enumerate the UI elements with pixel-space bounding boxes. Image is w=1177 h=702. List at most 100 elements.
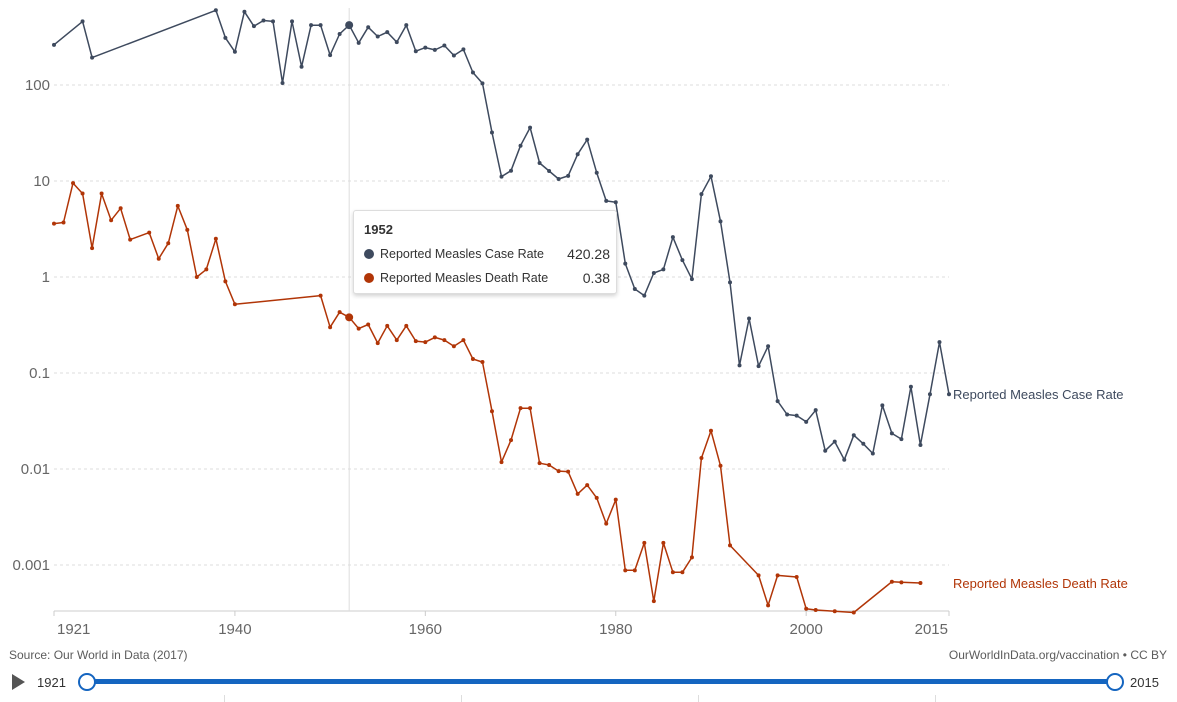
data-point[interactable] — [499, 174, 504, 179]
data-point[interactable] — [566, 173, 571, 178]
data-point[interactable] — [432, 47, 437, 52]
data-point[interactable] — [213, 8, 218, 13]
data-point[interactable] — [499, 460, 504, 465]
data-point[interactable] — [566, 469, 571, 474]
data-point[interactable] — [213, 236, 218, 241]
data-point[interactable] — [251, 24, 256, 29]
data-point[interactable] — [52, 221, 56, 226]
data-point[interactable] — [785, 412, 790, 417]
data-point[interactable] — [861, 441, 866, 446]
data-point[interactable] — [889, 579, 894, 584]
data-point[interactable] — [470, 356, 475, 361]
data-point[interactable] — [328, 53, 333, 58]
series-group[interactable] — [52, 8, 951, 615]
data-point[interactable] — [345, 313, 354, 322]
data-point[interactable] — [823, 448, 828, 453]
data-point[interactable] — [118, 206, 123, 211]
data-point[interactable] — [547, 169, 552, 174]
data-point[interactable] — [242, 9, 247, 14]
data-point[interactable] — [337, 31, 342, 36]
data-point[interactable] — [423, 340, 428, 345]
data-point[interactable] — [345, 21, 354, 30]
data-point[interactable] — [489, 409, 494, 414]
data-point[interactable] — [528, 406, 533, 411]
data-point[interactable] — [318, 23, 323, 28]
data-point[interactable] — [604, 521, 609, 526]
data-point[interactable] — [708, 174, 713, 179]
data-point[interactable] — [794, 574, 799, 579]
data-point[interactable] — [328, 325, 333, 330]
data-point[interactable] — [71, 181, 76, 186]
data-point[interactable] — [394, 40, 399, 45]
data-point[interactable] — [670, 235, 675, 240]
timeline-track[interactable] — [86, 679, 1114, 684]
data-point[interactable] — [832, 439, 837, 444]
data-point[interactable] — [509, 168, 514, 173]
data-point[interactable] — [385, 30, 390, 35]
data-point[interactable] — [451, 53, 456, 58]
data-point[interactable] — [661, 267, 666, 272]
data-point[interactable] — [927, 392, 932, 397]
data-point[interactable] — [632, 286, 637, 291]
data-point[interactable] — [918, 442, 923, 447]
series-line[interactable] — [53, 182, 921, 614]
data-point[interactable] — [718, 219, 723, 224]
data-point[interactable] — [632, 568, 637, 573]
data-point[interactable] — [80, 191, 85, 196]
data-point[interactable] — [661, 540, 666, 545]
data-point[interactable] — [756, 364, 761, 369]
data-point[interactable] — [851, 610, 856, 615]
data-point[interactable] — [442, 338, 447, 343]
data-point[interactable] — [489, 130, 494, 135]
data-point[interactable] — [756, 573, 761, 578]
series-death-rate[interactable] — [52, 181, 923, 615]
data-point[interactable] — [366, 322, 371, 327]
play-icon[interactable] — [12, 674, 25, 690]
data-point[interactable] — [194, 275, 199, 279]
data-point[interactable] — [623, 261, 628, 266]
data-point[interactable] — [899, 437, 904, 442]
data-point[interactable] — [680, 570, 685, 575]
data-point[interactable] — [232, 49, 237, 54]
data-point[interactable] — [651, 599, 656, 604]
data-point[interactable] — [166, 241, 171, 246]
data-point[interactable] — [509, 438, 514, 443]
data-point[interactable] — [404, 323, 409, 328]
data-point[interactable] — [404, 23, 409, 28]
data-point[interactable] — [537, 160, 542, 165]
data-point[interactable] — [813, 408, 818, 413]
data-point[interactable] — [880, 403, 885, 408]
data-point[interactable] — [737, 363, 742, 368]
data-point[interactable] — [90, 246, 95, 251]
data-point[interactable] — [270, 19, 275, 24]
data-point[interactable] — [442, 43, 447, 48]
data-point[interactable] — [794, 413, 799, 418]
data-point[interactable] — [223, 35, 228, 40]
data-point[interactable] — [280, 80, 285, 85]
data-point[interactable] — [623, 568, 628, 573]
data-point[interactable] — [52, 42, 56, 47]
data-point[interactable] — [699, 456, 704, 461]
data-point[interactable] — [613, 497, 618, 502]
data-point[interactable] — [356, 40, 361, 45]
data-point[interactable] — [128, 237, 133, 242]
data-point[interactable] — [728, 543, 733, 548]
data-point[interactable] — [480, 81, 485, 86]
data-point[interactable] — [556, 469, 561, 474]
data-point[interactable] — [689, 277, 694, 282]
data-point[interactable] — [547, 463, 552, 468]
data-point[interactable] — [670, 570, 675, 575]
data-point[interactable] — [594, 170, 599, 175]
data-point[interactable] — [90, 55, 95, 60]
data-point[interactable] — [613, 200, 618, 205]
data-point[interactable] — [842, 457, 847, 462]
data-point[interactable] — [61, 220, 66, 225]
data-point[interactable] — [766, 603, 771, 608]
data-point[interactable] — [480, 360, 485, 365]
data-point[interactable] — [708, 428, 713, 433]
data-point[interactable] — [575, 491, 580, 496]
data-point[interactable] — [604, 198, 609, 203]
data-point[interactable] — [223, 279, 228, 284]
data-point[interactable] — [423, 45, 428, 50]
data-point[interactable] — [204, 267, 209, 272]
